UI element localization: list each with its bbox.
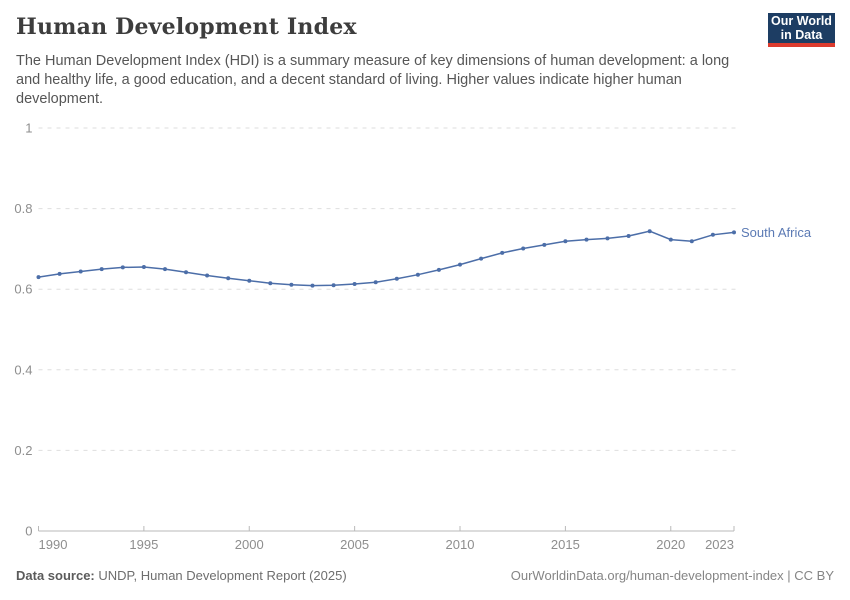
x-tick-label: 2020 [656, 537, 685, 552]
series-line-south-africa[interactable] [38, 230, 735, 287]
data-point[interactable] [331, 283, 336, 288]
data-point[interactable] [99, 267, 104, 272]
owid-logo[interactable]: Our World in Data [768, 13, 835, 47]
data-point[interactable] [668, 237, 673, 242]
data-point[interactable] [647, 229, 652, 234]
owid-logo-line2: in Data [780, 28, 823, 42]
data-point[interactable] [310, 283, 315, 288]
data-source-text: UNDP, Human Development Report (2025) [94, 568, 347, 583]
data-point[interactable] [458, 262, 462, 267]
data-point[interactable] [36, 275, 41, 280]
data-source-label: Data source: [16, 568, 95, 583]
data-point[interactable] [289, 282, 294, 287]
x-tick-label: 2005 [340, 537, 369, 552]
data-point[interactable] [120, 265, 125, 270]
data-point[interactable] [352, 282, 357, 286]
data-point[interactable] [205, 273, 210, 278]
data-point[interactable] [605, 236, 610, 241]
data-point[interactable] [268, 281, 273, 286]
data-point[interactable] [415, 272, 420, 277]
hdi-line-chart[interactable]: 0 0.2 0.4 0.6 0.8 1 1990 1995 2000 2005 2010 2015 20… [0, 108, 850, 558]
footer-link[interactable]: OurWorldinData.org/human-development-ind… [510, 568, 834, 583]
y-tick-label: 0.6 [14, 282, 32, 297]
data-point[interactable] [247, 278, 252, 283]
data-point[interactable] [689, 239, 694, 244]
data-point[interactable] [373, 280, 378, 285]
data-point[interactable] [584, 237, 589, 242]
data-point[interactable] [78, 269, 83, 274]
owid-logo-line1: Our World [771, 14, 832, 28]
y-tick-label: 0 [25, 524, 32, 539]
chart-footer: Data source: UNDP, Human Development Rep… [16, 568, 834, 583]
data-point[interactable] [563, 239, 568, 244]
x-tick-label: 2023 [705, 537, 734, 552]
x-tick-label: 2010 [446, 537, 475, 552]
data-point[interactable] [436, 267, 441, 272]
data-point[interactable] [521, 246, 526, 251]
data-point[interactable] [226, 276, 231, 281]
y-tick-label: 1 [25, 121, 32, 136]
data-point[interactable] [500, 250, 505, 255]
page-title: Human Development Index [16, 14, 357, 40]
data-point[interactable] [394, 276, 399, 281]
y-tick-label: 0.4 [14, 362, 32, 377]
series-label-south-africa[interactable]: South Africa [741, 225, 812, 240]
data-point[interactable] [141, 265, 146, 269]
data-point[interactable] [184, 270, 188, 275]
chart-subtitle: The Human Development Index (HDI) is a s… [16, 53, 730, 107]
data-point[interactable] [710, 232, 715, 237]
x-tick-label: 2000 [235, 537, 264, 552]
data-source-note: Data source: UNDP, Human Development Rep… [16, 568, 347, 583]
data-point[interactable] [57, 271, 62, 276]
y-tick-label: 0.2 [14, 443, 32, 458]
y-tick-label: 0.8 [14, 201, 32, 216]
x-tick-label: 2015 [551, 537, 580, 552]
data-point[interactable] [163, 267, 167, 272]
data-point[interactable] [626, 234, 631, 238]
data-point[interactable] [732, 230, 736, 235]
data-point[interactable] [542, 242, 547, 247]
data-point[interactable] [479, 256, 484, 261]
x-tick-label: 1990 [39, 537, 68, 552]
x-tick-label: 1995 [129, 537, 158, 552]
